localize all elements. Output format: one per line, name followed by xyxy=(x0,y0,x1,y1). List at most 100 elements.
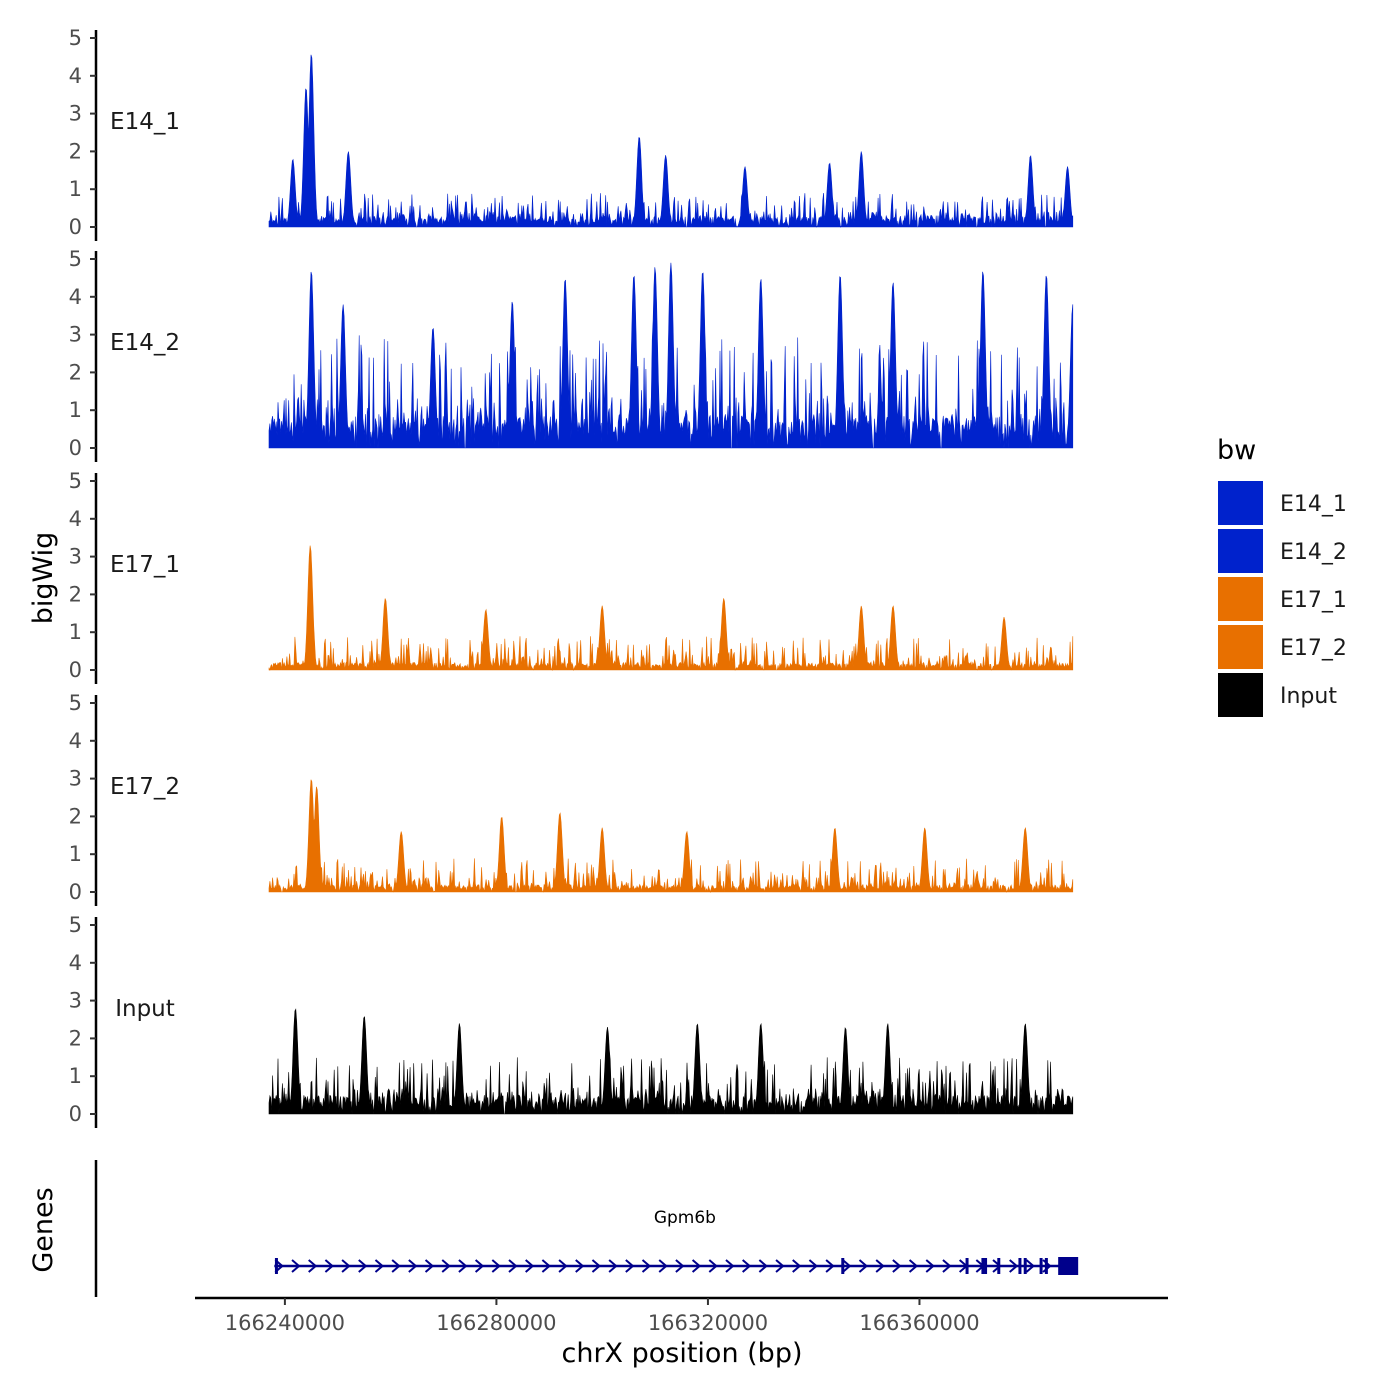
y-tick-label: 3 xyxy=(69,545,82,569)
genes-panel-title: Genes xyxy=(28,1187,59,1272)
strand-arrow xyxy=(858,1259,869,1273)
strand-arrow xyxy=(591,1259,601,1273)
track-label: E14_1 xyxy=(110,109,180,135)
y-tick-label: 5 xyxy=(69,247,82,271)
y-tick-label: 4 xyxy=(69,285,82,309)
y-tick-label: 4 xyxy=(69,64,82,88)
legend-swatch-E17_1 xyxy=(1218,577,1263,621)
legend-swatch-E14_2 xyxy=(1218,529,1263,573)
signal-area-E14_1 xyxy=(268,54,1074,229)
y-tick-label: 0 xyxy=(69,215,82,239)
exon xyxy=(1058,1257,1079,1275)
strand-arrow xyxy=(808,1259,818,1273)
exon xyxy=(1039,1258,1043,1274)
track-E17_1: 0 1 2 3 4 5 E17_1 xyxy=(69,469,1074,684)
strand-arrow xyxy=(625,1259,635,1273)
y-tick-label: 4 xyxy=(69,729,82,753)
exon xyxy=(984,1258,988,1274)
track-label: E17_1 xyxy=(110,552,180,578)
strand-arrow xyxy=(324,1259,334,1273)
y-tick-label: 4 xyxy=(69,951,82,975)
strand-arrow xyxy=(1025,1259,1035,1273)
y-tick-label: 2 xyxy=(69,360,82,384)
x-tick-label: 166240000 xyxy=(225,1311,345,1335)
y-tick-label: 0 xyxy=(69,1102,82,1126)
y-tick-label: 0 xyxy=(69,658,82,682)
y-tick-label: 2 xyxy=(69,582,82,606)
x-tick-label: 166320000 xyxy=(648,1311,768,1335)
exon xyxy=(274,1258,278,1274)
y-tick-label: 1 xyxy=(69,1064,82,1088)
y-tick-label: 1 xyxy=(69,620,82,644)
track-E14_1: 0 1 2 3 4 5 E14_1 xyxy=(69,26,1074,241)
strand-arrow xyxy=(675,1259,685,1273)
strand-arrow xyxy=(374,1259,385,1273)
exon xyxy=(1018,1258,1022,1274)
strand-arrow xyxy=(892,1259,902,1273)
strand-arrow xyxy=(358,1259,368,1273)
strand-arrow xyxy=(391,1259,401,1273)
legend-label-E17_1: E17_1 xyxy=(1280,588,1347,613)
y-tick-label: 4 xyxy=(69,507,82,531)
legend-label-E14_1: E14_1 xyxy=(1280,492,1347,517)
signal-area-E14_2 xyxy=(268,262,1074,449)
exon xyxy=(997,1258,1001,1274)
y-tick-label: 0 xyxy=(69,880,82,904)
track-E14_2: 0 1 2 3 4 5 E14_2 xyxy=(69,247,1074,462)
y-tick-label: 5 xyxy=(69,26,82,50)
strand-arrow xyxy=(725,1259,735,1273)
strand-arrow xyxy=(742,1259,752,1273)
strand-arrow xyxy=(575,1259,585,1273)
strand-arrow xyxy=(942,1259,952,1273)
y-tick-label: 3 xyxy=(69,323,82,347)
strand-arrow xyxy=(341,1259,351,1273)
tracks-layer: 0 1 2 3 4 5 E14_1 0 1 2 3 4 5 E14_2 0 1 2 3 4 5 E17_1 0 1 2 3 4 5 E… xyxy=(69,26,1074,1128)
strand-arrow xyxy=(441,1259,451,1273)
track-label: E17_2 xyxy=(110,774,180,800)
y-tick-label: 2 xyxy=(69,804,82,828)
strand-arrow xyxy=(474,1259,485,1273)
exon xyxy=(1044,1258,1048,1274)
strand-arrow xyxy=(908,1259,919,1273)
strand-arrow xyxy=(658,1259,668,1273)
strand-arrow xyxy=(424,1259,435,1273)
track-Input: 0 1 2 3 4 5 Input xyxy=(69,913,1074,1128)
y-tick-label: 1 xyxy=(69,398,82,422)
y-tick-label: 2 xyxy=(69,1026,82,1050)
legend-swatch-Input xyxy=(1218,673,1263,717)
y-tick-label: 5 xyxy=(69,691,82,715)
legend-label-E14_2: E14_2 xyxy=(1280,540,1347,565)
y-tick-label: 3 xyxy=(69,989,82,1013)
strand-arrow xyxy=(408,1259,418,1273)
strand-arrow xyxy=(708,1259,718,1273)
track-label: E14_2 xyxy=(110,330,180,356)
strand-arrow xyxy=(525,1259,535,1273)
genes-panel: Gpm6b xyxy=(94,1160,1079,1297)
track-label: Input xyxy=(115,996,175,1022)
strand-arrow xyxy=(775,1259,785,1273)
strand-arrow xyxy=(558,1259,568,1273)
legend-swatch-E14_1 xyxy=(1218,481,1263,525)
y-tick-label: 1 xyxy=(69,842,82,866)
exon xyxy=(1023,1258,1027,1274)
strand-arrow xyxy=(458,1259,468,1273)
strand-arrow xyxy=(641,1259,652,1273)
signal-area-Input xyxy=(268,1008,1074,1115)
y-axis-title: bigWig xyxy=(28,532,59,625)
strand-arrow xyxy=(691,1259,702,1273)
strand-arrow xyxy=(291,1259,301,1273)
x-axis: 166240000 166280000 166320000 166360000 xyxy=(195,1296,1168,1335)
strand-arrow xyxy=(875,1259,885,1273)
x-tick-label: 166360000 xyxy=(859,1311,979,1335)
x-tick-label: 166280000 xyxy=(436,1311,556,1335)
x-axis-title: chrX position (bp) xyxy=(561,1338,802,1369)
strand-arrow xyxy=(541,1259,551,1273)
signal-area-E17_1 xyxy=(268,545,1074,672)
strand-arrow xyxy=(308,1259,318,1273)
y-tick-label: 3 xyxy=(69,767,82,791)
strand-arrow xyxy=(758,1259,768,1273)
strand-arrow xyxy=(508,1259,518,1273)
legend-swatch-E17_2 xyxy=(1218,625,1263,669)
y-tick-label: 5 xyxy=(69,913,82,937)
y-tick-label: 5 xyxy=(69,469,82,493)
